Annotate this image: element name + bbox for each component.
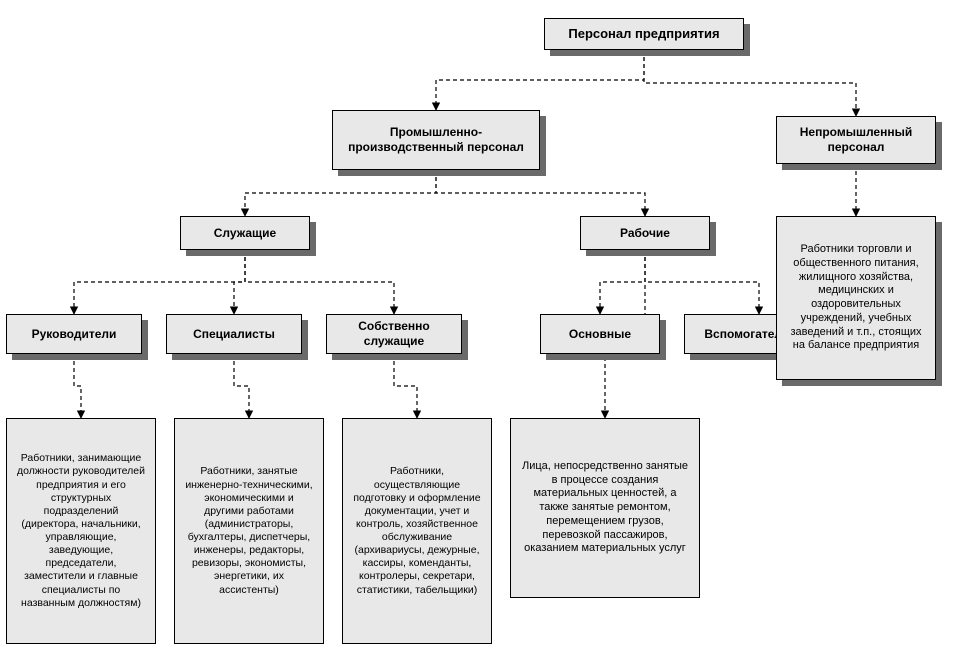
edge-industrial-workers xyxy=(436,170,645,216)
edge-managers-managers_desc xyxy=(74,354,81,418)
node-nonind_desc: Работники торговли и общественного питан… xyxy=(776,216,936,380)
edge-specialists-specialists_desc xyxy=(234,354,249,418)
node-managers_desc: Работники, занимающие должности руководи… xyxy=(6,418,156,644)
node-managers: Руководители xyxy=(6,314,142,354)
node-root: Персонал предприятия xyxy=(544,18,744,50)
edge-workers-aux xyxy=(645,250,759,314)
edge-industrial-employees xyxy=(245,170,436,216)
edge-root-nonind xyxy=(644,50,856,116)
node-workers_desc: Лица, непосредственно занятые в процессе… xyxy=(510,418,700,598)
node-industrial: Промышленно-производственный персонал xyxy=(332,110,540,170)
node-nonind: Непромышленный персонал xyxy=(776,116,936,164)
edge-employees-specialists xyxy=(234,250,245,314)
edge-proper-proper_desc xyxy=(394,354,417,418)
node-specialists: Специалисты xyxy=(166,314,302,354)
node-main: Основные xyxy=(540,314,660,354)
node-employees: Служащие xyxy=(180,216,310,250)
node-specialists_desc: Работники, занятые инженерно-техническим… xyxy=(174,418,324,644)
edge-root-industrial xyxy=(436,50,644,110)
edge-employees-proper xyxy=(245,250,394,314)
node-proper_desc: Работники, осуществляющие подготовку и о… xyxy=(342,418,492,644)
node-proper: Собственно служащие xyxy=(326,314,462,354)
edge-workers-main xyxy=(600,250,645,314)
node-workers: Рабочие xyxy=(580,216,710,250)
edge-employees-managers xyxy=(74,250,245,314)
